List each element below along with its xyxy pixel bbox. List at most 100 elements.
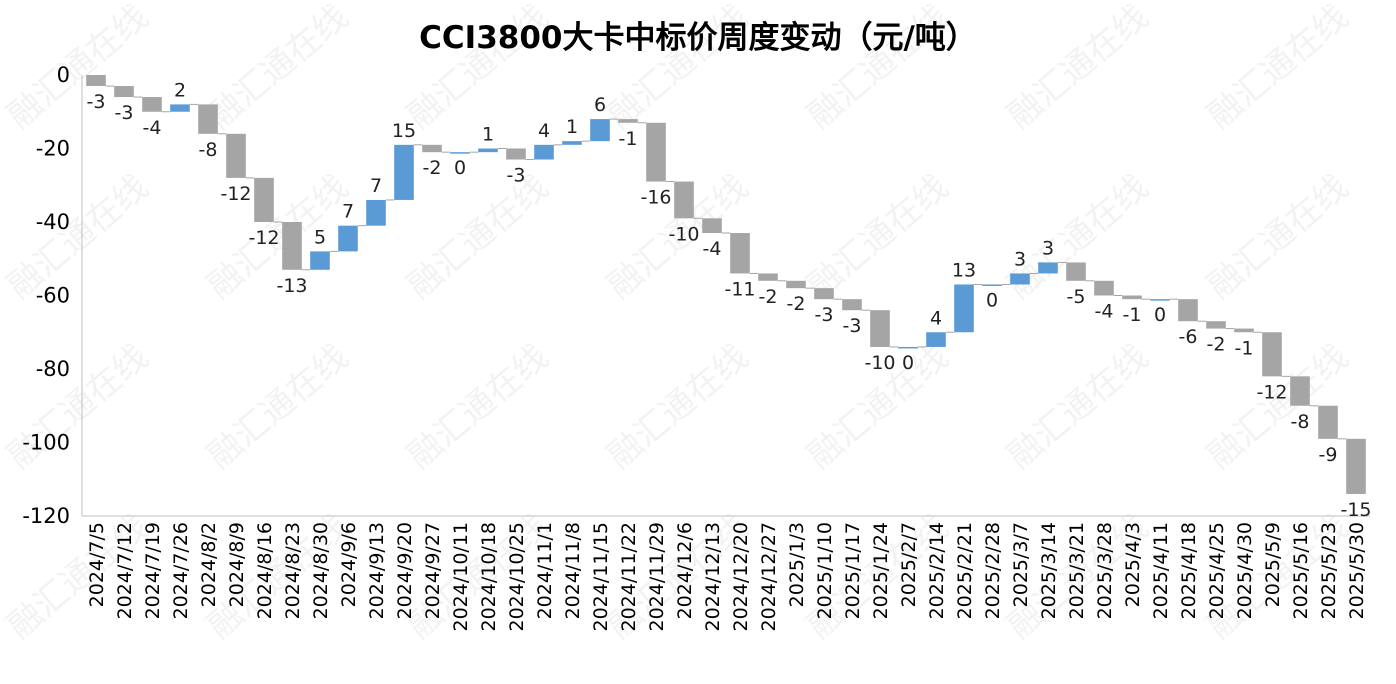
data-label: -8 — [1291, 411, 1310, 433]
data-label: -3 — [815, 304, 834, 326]
waterfall-bar — [226, 133, 246, 178]
waterfall-bar — [590, 119, 610, 142]
data-label: -9 — [1319, 444, 1338, 466]
data-label: 15 — [392, 120, 416, 142]
waterfall-bar — [1178, 299, 1198, 322]
waterfall-bar — [114, 86, 134, 98]
watermark-text: 融汇通在线 — [0, 337, 156, 477]
waterfall-bar — [842, 299, 862, 311]
watermark-text: 融汇通在线 — [600, 0, 756, 137]
data-label: 13 — [952, 259, 976, 281]
data-label: 1 — [566, 116, 578, 138]
waterfall-bar — [338, 225, 358, 252]
waterfall-bar — [786, 280, 806, 289]
x-tick-label: 2024/10/11 — [450, 522, 472, 632]
data-label: 0 — [454, 157, 466, 179]
waterfall-bar — [814, 288, 834, 300]
x-tick-label: 2024/11/22 — [618, 522, 640, 632]
waterfall-bar — [422, 144, 442, 153]
watermark-text: 融汇通在线 — [600, 337, 756, 477]
x-tick-label: 2024/12/20 — [730, 522, 752, 632]
data-label: 0 — [902, 352, 914, 374]
y-tick-label: 0 — [57, 63, 70, 87]
watermark-text: 融汇通在线 — [400, 337, 556, 477]
data-label: -16 — [640, 187, 671, 209]
x-tick-label: 2024/11/8 — [562, 522, 584, 619]
waterfall-bar — [142, 97, 162, 112]
waterfall-bar — [702, 218, 722, 234]
x-tick-label: 2025/5/23 — [1318, 522, 1340, 619]
x-tick-label: 2025/4/25 — [1206, 522, 1228, 619]
data-label: -1 — [1235, 337, 1254, 359]
waterfall-bar — [198, 104, 218, 134]
x-tick-label: 2024/8/23 — [282, 522, 304, 619]
data-label: -1 — [619, 128, 638, 150]
data-label: 4 — [930, 307, 942, 329]
waterfall-bar — [898, 346, 918, 349]
data-label: -11 — [724, 278, 755, 300]
data-label: -13 — [276, 275, 307, 297]
waterfall-bar — [366, 199, 386, 226]
data-label: -1 — [1123, 304, 1142, 326]
waterfall-bar — [1262, 332, 1282, 377]
x-tick-label: 2025/1/3 — [786, 522, 808, 607]
x-tick-label: 2025/5/9 — [1262, 522, 1284, 607]
x-tick-label: 2024/12/13 — [702, 522, 724, 632]
waterfall-bar — [870, 310, 890, 347]
waterfall-bar — [86, 75, 106, 87]
x-tick-label: 2024/10/25 — [506, 522, 528, 632]
x-tick-label: 2025/4/30 — [1234, 522, 1256, 619]
waterfall-bar — [1038, 262, 1058, 274]
data-label: -12 — [248, 227, 279, 249]
x-tick-label: 2024/7/5 — [86, 522, 108, 607]
x-tick-label: 2025/5/16 — [1290, 522, 1312, 619]
data-label: 7 — [370, 175, 382, 197]
x-tick-label: 2024/7/19 — [142, 522, 164, 619]
data-label: -15 — [1340, 499, 1371, 521]
watermark-text: 融汇通在线 — [1000, 337, 1156, 477]
waterfall-bar — [282, 222, 302, 270]
axis-layer: 0-20-40-60-80-100-120 — [22, 63, 1370, 528]
watermark-text: 融汇通在线 — [800, 0, 956, 137]
waterfall-bar — [1346, 438, 1366, 494]
waterfall-bar — [1094, 280, 1114, 296]
data-label: -2 — [759, 286, 778, 308]
x-tick-label: 2024/9/20 — [394, 522, 416, 619]
x-tick-label: 2025/1/24 — [870, 522, 892, 619]
y-tick-label: -20 — [36, 137, 70, 161]
watermark-text: 融汇通在线 — [200, 507, 356, 647]
x-tick-label: 2025/1/17 — [842, 522, 864, 619]
x-tick-label: 2024/9/13 — [366, 522, 388, 619]
watermark-text: 融汇通在线 — [200, 0, 356, 137]
x-tick-label: 2024/11/15 — [590, 522, 612, 632]
waterfall-bar — [646, 122, 666, 182]
watermark-text: 融汇通在线 — [800, 167, 956, 307]
x-tick-label: 2024/10/18 — [478, 522, 500, 632]
data-label: 0 — [986, 289, 998, 311]
x-tick-label: 2025/2/28 — [982, 522, 1004, 619]
watermark-text: 融汇通在线 — [400, 167, 556, 307]
x-tick-label: 2025/2/21 — [954, 522, 976, 619]
waterfall-bar — [730, 233, 750, 274]
y-tick-label: -120 — [22, 504, 70, 528]
waterfall-bar — [618, 119, 638, 123]
x-tick-label: 2025/4/3 — [1122, 522, 1144, 607]
data-label: -4 — [1095, 301, 1114, 323]
x-tick-label: 2024/8/2 — [198, 522, 220, 607]
x-tick-label: 2025/2/14 — [926, 522, 948, 619]
x-tick-label: 2024/8/30 — [310, 522, 332, 619]
watermark-text: 融汇通在线 — [400, 0, 556, 137]
data-label: -2 — [787, 293, 806, 315]
waterfall-bar — [478, 148, 498, 153]
waterfall-bar — [394, 144, 414, 200]
data-label: -2 — [1207, 334, 1226, 356]
waterfall-bar — [1290, 376, 1310, 406]
waterfall-bar — [534, 144, 554, 160]
data-label: 2 — [174, 79, 186, 101]
x-tick-label: 2024/8/16 — [254, 522, 276, 619]
x-tick-label: 2025/2/7 — [898, 522, 920, 607]
watermark-text: 融汇通在线 — [1000, 0, 1156, 137]
data-label: 1 — [482, 124, 494, 146]
data-label: -3 — [507, 165, 526, 187]
